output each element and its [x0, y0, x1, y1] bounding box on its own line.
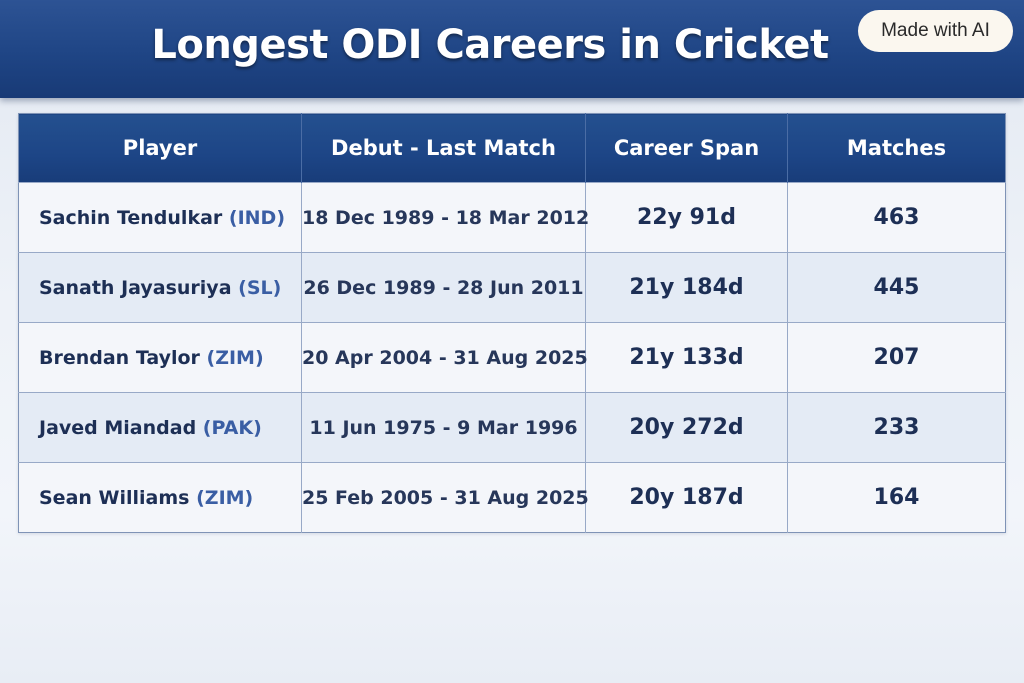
- page-title: Longest ODI Careers in Cricket: [151, 22, 829, 68]
- player-cell: Sanath Jayasuriya (SL): [18, 252, 302, 323]
- dates-cell: 26 Dec 1989 - 28 Jun 2011: [301, 252, 586, 323]
- player-cell: Javed Miandad (PAK): [18, 392, 302, 463]
- player-name: Brendan Taylor: [39, 346, 200, 369]
- table-row: Sanath Jayasuriya (SL) 26 Dec 1989 - 28 …: [18, 252, 1006, 323]
- career-span-cell: 20y 187d: [585, 462, 788, 533]
- player-name: Sean Williams: [39, 486, 190, 509]
- player-country: (PAK): [202, 416, 262, 439]
- header-banner: Longest ODI Careers in Cricket Made with…: [0, 0, 1024, 98]
- matches-cell: 233: [787, 392, 1006, 463]
- table-row: Sachin Tendulkar (IND) 18 Dec 1989 - 18 …: [18, 182, 1006, 253]
- column-header-career-span: Career Span: [585, 113, 788, 183]
- table-header-row: Player Debut - Last Match Career Span Ma…: [18, 113, 1006, 183]
- matches-cell: 445: [787, 252, 1006, 323]
- player-name: Sanath Jayasuriya: [39, 276, 232, 299]
- made-with-ai-badge: Made with AI: [858, 10, 1013, 52]
- career-span-cell: 21y 133d: [585, 322, 788, 393]
- player-country: (IND): [228, 206, 285, 229]
- dates-cell: 18 Dec 1989 - 18 Mar 2012: [301, 182, 589, 253]
- player-name: Sachin Tendulkar: [39, 206, 223, 229]
- matches-cell: 164: [787, 462, 1006, 533]
- table-row: Sean Williams (ZIM) 25 Feb 2005 - 31 Aug…: [18, 462, 1006, 533]
- table-row: Javed Miandad (PAK) 11 Jun 1975 - 9 Mar …: [18, 392, 1006, 463]
- player-country: (ZIM): [206, 346, 264, 369]
- column-header-player: Player: [18, 113, 302, 183]
- dates-cell: 25 Feb 2005 - 31 Aug 2025: [301, 462, 589, 533]
- career-span-cell: 20y 272d: [585, 392, 788, 463]
- player-cell: Sachin Tendulkar (IND): [18, 182, 302, 253]
- dates-cell: 11 Jun 1975 - 9 Mar 1996: [301, 392, 586, 463]
- matches-cell: 207: [787, 322, 1006, 393]
- column-header-matches: Matches: [787, 113, 1006, 183]
- career-span-cell: 22y 91d: [585, 182, 788, 253]
- player-country: (SL): [238, 276, 282, 299]
- matches-cell: 463: [787, 182, 1006, 253]
- dates-cell: 20 Apr 2004 - 31 Aug 2025: [301, 322, 588, 393]
- player-cell: Brendan Taylor (ZIM): [18, 322, 302, 393]
- player-name: Javed Miandad: [39, 416, 197, 439]
- player-cell: Sean Williams (ZIM): [18, 462, 302, 533]
- careers-table: Player Debut - Last Match Career Span Ma…: [18, 113, 1006, 533]
- career-span-cell: 21y 184d: [585, 252, 788, 323]
- table-row: Brendan Taylor (ZIM) 20 Apr 2004 - 31 Au…: [18, 322, 1006, 393]
- player-country: (ZIM): [196, 486, 254, 509]
- column-header-dates: Debut - Last Match: [301, 113, 586, 183]
